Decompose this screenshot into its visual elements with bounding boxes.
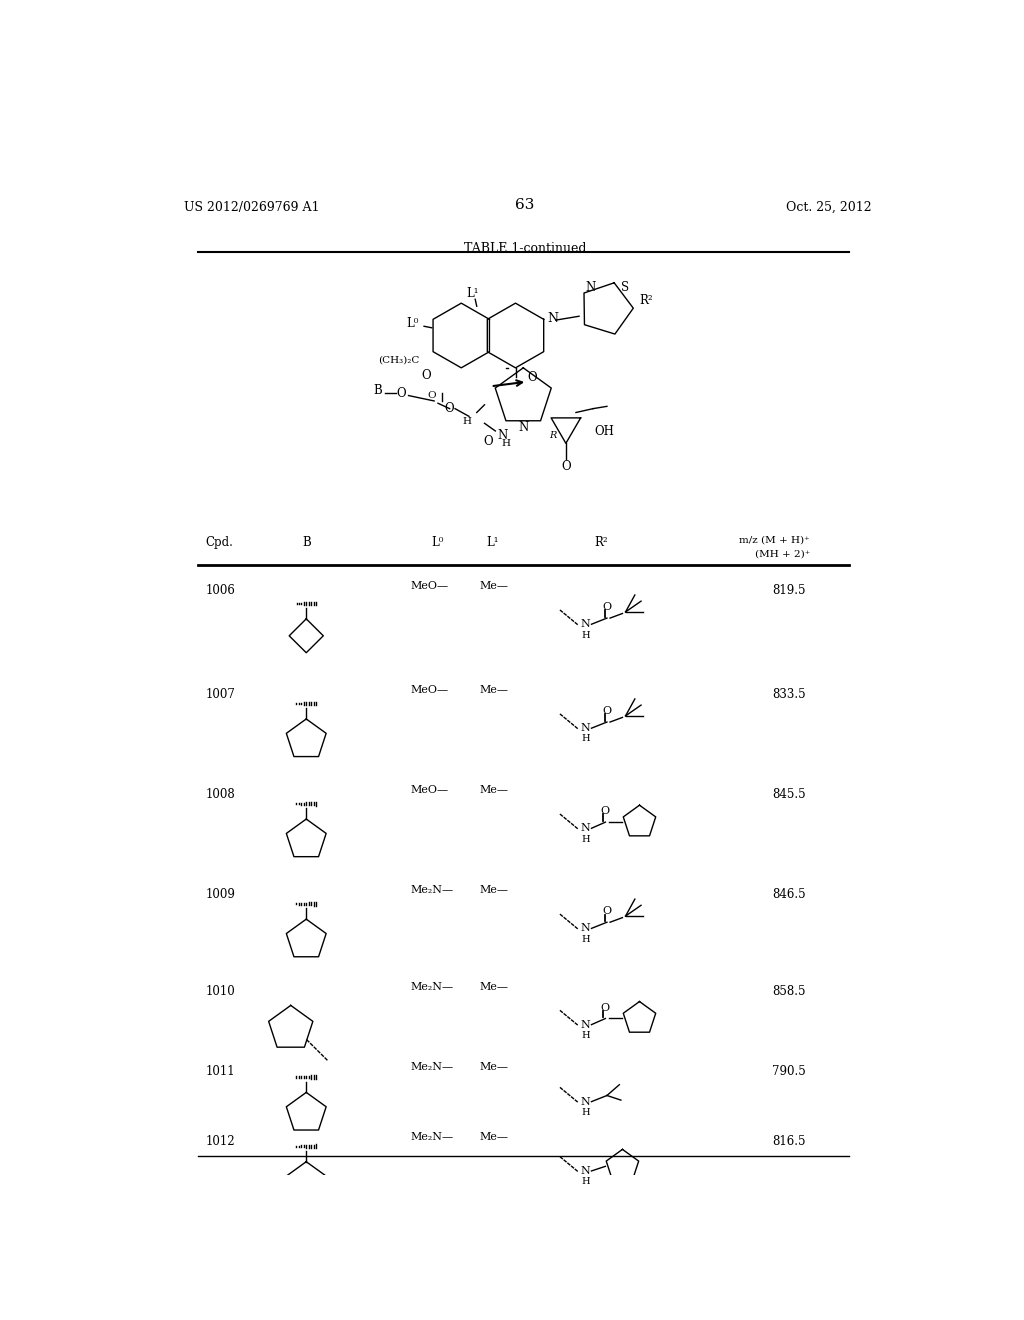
Text: 846.5: 846.5 (772, 888, 806, 902)
Text: S: S (622, 281, 630, 294)
Text: (CH₃)₂C: (CH₃)₂C (379, 355, 420, 364)
Text: L⁰: L⁰ (432, 536, 444, 549)
Text: O: O (602, 907, 611, 916)
Text: 858.5: 858.5 (773, 985, 806, 998)
Text: 1012: 1012 (206, 1135, 236, 1148)
Text: OH: OH (595, 425, 614, 438)
Text: 1009: 1009 (206, 888, 236, 902)
Text: 63: 63 (515, 198, 535, 213)
Text: Cpd.: Cpd. (206, 536, 233, 549)
Text: N: N (518, 421, 528, 434)
Text: MeO—: MeO— (411, 581, 449, 591)
Text: 1010: 1010 (206, 985, 236, 998)
Text: 790.5: 790.5 (772, 1065, 806, 1078)
Text: Me₂N—: Me₂N— (411, 982, 454, 991)
Text: L¹: L¹ (486, 536, 499, 549)
Text: Me₂N—: Me₂N— (411, 1131, 454, 1142)
Text: H: H (581, 631, 590, 639)
Text: O: O (396, 387, 406, 400)
Text: O: O (561, 459, 570, 473)
Text: m/z (M + H)⁺: m/z (M + H)⁺ (739, 536, 810, 545)
Text: N: N (581, 723, 590, 733)
Text: H: H (581, 734, 590, 743)
Text: R²: R² (640, 294, 653, 308)
Text: B: B (302, 536, 310, 549)
Text: R: R (549, 432, 556, 440)
Text: L⁰: L⁰ (407, 317, 419, 330)
Text: N: N (498, 429, 508, 442)
Text: US 2012/0269769 A1: US 2012/0269769 A1 (183, 201, 319, 214)
Text: N: N (581, 1019, 590, 1030)
Text: Me—: Me— (479, 685, 508, 696)
Text: 819.5: 819.5 (773, 585, 806, 597)
Text: O: O (601, 807, 610, 816)
Text: H: H (463, 417, 472, 426)
Text: H: H (581, 1031, 590, 1040)
Text: L¹: L¹ (467, 288, 479, 301)
Text: R²: R² (594, 536, 607, 549)
Text: O: O (427, 391, 436, 400)
Text: O: O (527, 371, 538, 384)
Text: N: N (581, 924, 590, 933)
Text: O: O (444, 403, 455, 416)
Text: Me—: Me— (479, 1063, 508, 1072)
Text: MeO—: MeO— (411, 685, 449, 696)
Text: Me—: Me— (479, 982, 508, 991)
Text: Oct. 25, 2012: Oct. 25, 2012 (786, 201, 872, 214)
Text: N: N (581, 1166, 590, 1176)
Text: N: N (586, 281, 596, 294)
Text: MeO—: MeO— (411, 785, 449, 795)
Text: O: O (483, 436, 494, 449)
Text: O: O (601, 1003, 610, 1012)
Text: H: H (581, 1107, 590, 1117)
Text: 1008: 1008 (206, 788, 236, 801)
Text: TABLE 1-continued: TABLE 1-continued (464, 242, 586, 255)
Text: Me₂N—: Me₂N— (411, 886, 454, 895)
Text: 1007: 1007 (206, 688, 236, 701)
Text: O: O (422, 370, 431, 381)
Text: Me—: Me— (479, 581, 508, 591)
Text: Me—: Me— (479, 785, 508, 795)
Text: N: N (547, 312, 558, 325)
Text: 845.5: 845.5 (772, 788, 806, 801)
Text: N: N (581, 1097, 590, 1106)
Text: (MH + 2)⁺: (MH + 2)⁺ (755, 549, 810, 558)
Text: Me—: Me— (479, 1131, 508, 1142)
Text: H: H (581, 834, 590, 843)
Text: B: B (374, 384, 382, 397)
Text: 1011: 1011 (206, 1065, 236, 1078)
Text: Me₂N—: Me₂N— (411, 1063, 454, 1072)
Text: Me—: Me— (479, 886, 508, 895)
Text: O: O (602, 602, 611, 612)
Text: H: H (502, 438, 511, 447)
Text: 816.5: 816.5 (773, 1135, 806, 1148)
Text: N: N (581, 619, 590, 630)
Text: N: N (581, 824, 590, 833)
Text: O: O (602, 706, 611, 717)
Text: 833.5: 833.5 (772, 688, 806, 701)
Text: 1006: 1006 (206, 585, 236, 597)
Text: H: H (581, 1177, 590, 1187)
Text: H: H (581, 935, 590, 944)
